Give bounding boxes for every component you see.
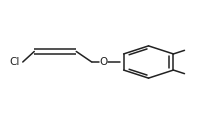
- Text: O: O: [99, 57, 108, 67]
- Text: Cl: Cl: [9, 57, 19, 67]
